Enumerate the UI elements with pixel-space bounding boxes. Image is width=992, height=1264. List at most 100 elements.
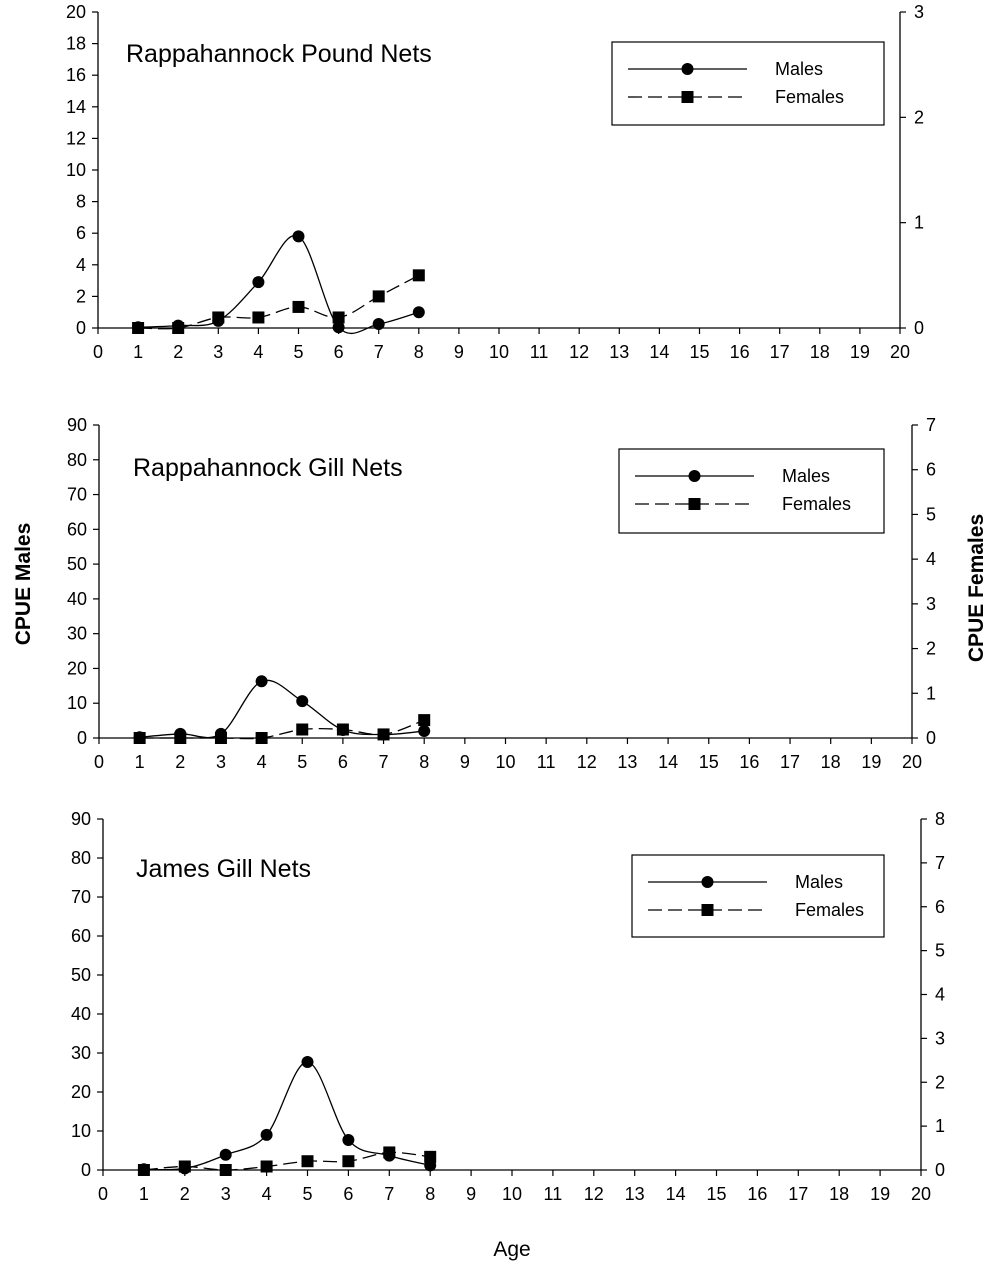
point-females [377, 728, 390, 741]
y-tick-label-right: 2 [926, 639, 936, 659]
x-tick-label: 19 [861, 752, 881, 772]
x-tick-label: 8 [425, 1184, 435, 1204]
legend-label-males: Males [782, 466, 830, 486]
x-tick-label: 5 [297, 752, 307, 772]
legend-label-males: Males [775, 59, 823, 79]
y-tick-label-left: 40 [71, 1004, 91, 1024]
point-males [252, 276, 265, 289]
panel-title: Rappahannock Pound Nets [126, 40, 432, 68]
y-tick-label-left: 80 [71, 848, 91, 868]
point-females [418, 714, 431, 727]
y-tick-label-left: 50 [71, 965, 91, 985]
point-females [137, 1164, 150, 1176]
x-tick-label: 12 [569, 342, 589, 362]
legend-marker-circle [701, 876, 714, 888]
x-tick-label: 19 [850, 342, 870, 362]
point-females [212, 311, 225, 324]
x-tick-label: 20 [902, 752, 922, 772]
x-tick-label: 9 [466, 1184, 476, 1204]
y-tick-label-right: 1 [914, 213, 924, 233]
x-tick-label: 4 [262, 1184, 272, 1204]
y-tick-label-left: 70 [67, 485, 87, 505]
point-females [252, 311, 265, 324]
point-males [219, 1148, 232, 1161]
y-tick-label-left: 8 [76, 192, 86, 212]
x-tick-label: 0 [98, 1184, 108, 1204]
y-tick-label-left: 6 [76, 223, 86, 243]
y-tick-label-left: 10 [71, 1121, 91, 1141]
y-tick-label-left: 18 [66, 34, 86, 54]
y-tick-label-left: 70 [71, 887, 91, 907]
x-tick-label: 8 [414, 342, 424, 362]
y-tick-label-right: 6 [935, 897, 945, 917]
point-males [292, 230, 305, 243]
y-tick-label-right: 1 [926, 683, 936, 703]
point-males [372, 318, 385, 331]
x-tick-label: 12 [584, 1184, 604, 1204]
y-tick-label-left: 60 [67, 519, 87, 539]
y-tick-label-right: 2 [914, 107, 924, 127]
x-tick-label: 4 [253, 342, 263, 362]
panel-title: Rappahannock Gill Nets [133, 454, 403, 482]
x-tick-label: 12 [577, 752, 597, 772]
series-line-males [138, 234, 419, 334]
y-tick-label-right: 0 [935, 1160, 945, 1180]
point-females [174, 732, 187, 744]
point-males [255, 675, 268, 688]
y-tick-label-right: 3 [926, 594, 936, 614]
y-tick-label-left: 80 [67, 450, 87, 470]
x-tick-label: 5 [302, 1184, 312, 1204]
x-tick-label: 14 [666, 1184, 686, 1204]
x-tick-label: 14 [649, 342, 669, 362]
y-tick-label-right: 0 [926, 728, 936, 748]
y-tick-label-left: 4 [76, 255, 86, 275]
x-tick-label: 8 [419, 752, 429, 772]
x-tick-label: 7 [384, 1184, 394, 1204]
legend-marker-square [681, 91, 694, 103]
legend-marker-circle [681, 63, 694, 75]
x-tick-label: 20 [890, 342, 910, 362]
point-females [214, 732, 227, 744]
legend-marker-square [688, 498, 701, 510]
y-tick-label-left: 20 [71, 1082, 91, 1102]
point-females [219, 1164, 232, 1176]
legend-marker-circle [688, 470, 701, 482]
point-males [412, 306, 425, 319]
y-tick-label-left: 90 [67, 415, 87, 435]
y-tick-label-right: 3 [935, 1028, 945, 1048]
x-tick-label: 4 [257, 752, 267, 772]
x-tick-label: 11 [530, 342, 549, 362]
y-tick-label-left: 10 [67, 693, 87, 713]
y-tick-label-right: 8 [935, 809, 945, 829]
x-tick-label: 11 [537, 752, 556, 772]
point-females [424, 1150, 437, 1163]
y-tick-label-left: 90 [71, 809, 91, 829]
point-females [255, 732, 268, 744]
x-tick-label: 0 [94, 752, 104, 772]
x-tick-label: 20 [911, 1184, 931, 1204]
x-tick-label: 17 [770, 342, 790, 362]
x-tick-label: 14 [658, 752, 678, 772]
point-females [132, 322, 145, 334]
x-tick-label: 6 [338, 752, 348, 772]
x-tick-label: 9 [460, 752, 470, 772]
x-tick-label: 9 [454, 342, 464, 362]
x-tick-label: 18 [810, 342, 830, 362]
y-tick-label-right: 1 [935, 1116, 945, 1136]
point-females [301, 1155, 314, 1168]
point-females [296, 723, 309, 736]
y-tick-label-right: 5 [926, 504, 936, 524]
x-tick-label: 5 [293, 342, 303, 362]
x-tick-label: 13 [609, 342, 629, 362]
point-females [292, 300, 305, 313]
x-tick-label: 2 [180, 1184, 190, 1204]
x-tick-label: 2 [173, 342, 183, 362]
point-females [178, 1160, 191, 1173]
legend-box [611, 41, 885, 126]
x-tick-label: 15 [706, 1184, 726, 1204]
y-tick-label-right: 6 [926, 460, 936, 480]
x-tick-label: 17 [788, 1184, 808, 1204]
legend-marker-square [701, 904, 714, 916]
